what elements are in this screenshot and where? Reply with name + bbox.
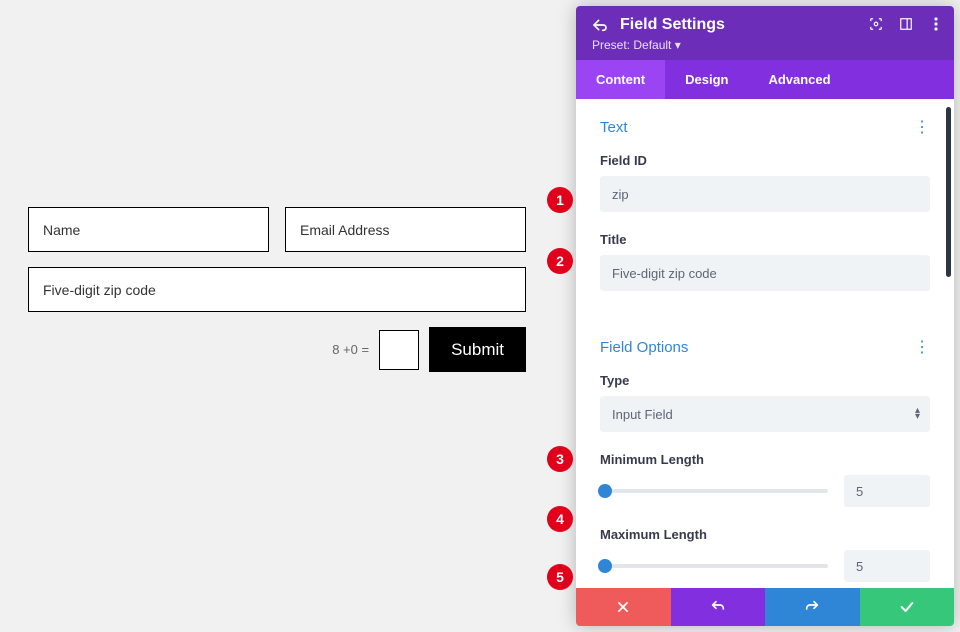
slider-thumb[interactable] [598, 559, 612, 573]
group-text-menu-icon[interactable]: ⋮ [914, 117, 930, 137]
group-options-menu-icon[interactable]: ⋮ [914, 337, 930, 357]
preset-selector[interactable]: Preset: Default ▾ [592, 38, 938, 52]
min-length-slider[interactable] [600, 489, 828, 493]
title-label: Title [600, 232, 930, 247]
name-field[interactable]: Name [28, 207, 269, 252]
form-row-2: Five-digit zip code [28, 267, 526, 312]
panel-body[interactable]: Text ⋮ Field ID Title Field Options ⋮ Ty… [576, 99, 954, 588]
callout-5: 5 [547, 564, 573, 590]
ctl-title: Title [600, 232, 930, 291]
panel-footer [576, 588, 954, 626]
zip-field[interactable]: Five-digit zip code [28, 267, 526, 312]
min-length-value[interactable] [844, 475, 930, 507]
tab-design[interactable]: Design [665, 60, 748, 99]
scrollbar[interactable] [946, 107, 951, 277]
group-field-options: Field Options ⋮ Type ▴▾ Minimum Length M… [576, 319, 954, 588]
ctl-min-length: Minimum Length [600, 452, 930, 507]
submit-row: 8 +0 = Submit [28, 327, 526, 372]
group-text-title: Text [600, 119, 628, 136]
email-field[interactable]: Email Address [285, 207, 526, 252]
settings-panel: Field Settings Preset: Default ▾ Content… [576, 6, 954, 626]
confirm-button[interactable] [860, 588, 955, 626]
snap-icon[interactable] [898, 16, 914, 32]
group-options-title: Field Options [600, 339, 688, 356]
group-text: Text ⋮ Field ID Title [576, 99, 954, 319]
max-length-label: Maximum Length [600, 527, 930, 542]
type-label: Type [600, 373, 930, 388]
callout-3: 3 [547, 446, 573, 472]
field-id-input[interactable] [600, 176, 930, 212]
panel-header-icons [868, 16, 944, 32]
form-preview: Name Email Address Five-digit zip code 8… [28, 207, 526, 372]
ctl-type: Type ▴▾ [600, 373, 930, 432]
callout-4: 4 [547, 506, 573, 532]
panel-tabs: Content Design Advanced [576, 60, 954, 99]
title-input[interactable] [600, 255, 930, 291]
cancel-button[interactable] [576, 588, 671, 626]
callout-2: 2 [547, 248, 573, 274]
undo-button[interactable] [671, 588, 766, 626]
max-length-slider[interactable] [600, 564, 828, 568]
tab-advanced[interactable]: Advanced [748, 60, 850, 99]
panel-header: Field Settings Preset: Default ▾ [576, 6, 954, 60]
expand-icon[interactable] [868, 16, 884, 32]
callout-1: 1 [547, 187, 573, 213]
more-icon[interactable] [928, 16, 944, 32]
captcha-input[interactable] [379, 330, 419, 370]
form-row-1: Name Email Address [28, 207, 526, 252]
slider-thumb[interactable] [598, 484, 612, 498]
ctl-max-length: Maximum Length [600, 527, 930, 582]
tab-content[interactable]: Content [576, 60, 665, 99]
type-select[interactable] [600, 396, 930, 432]
back-icon[interactable] [592, 17, 608, 33]
captcha-prompt: 8 +0 = [332, 342, 369, 357]
max-length-value[interactable] [844, 550, 930, 582]
submit-button[interactable]: Submit [429, 327, 526, 372]
panel-title: Field Settings [620, 16, 725, 34]
field-id-label: Field ID [600, 153, 930, 168]
min-length-label: Minimum Length [600, 452, 930, 467]
ctl-field-id: Field ID [600, 153, 930, 212]
redo-button[interactable] [765, 588, 860, 626]
